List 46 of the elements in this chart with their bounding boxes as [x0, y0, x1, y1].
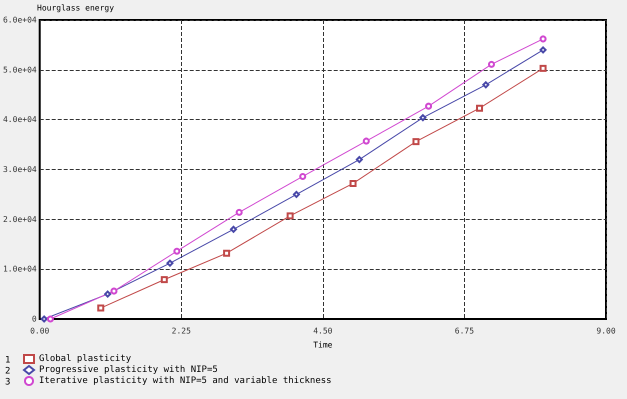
- y-tick-label: 4.0e+04: [2, 115, 37, 124]
- y-tick-label: 2.0e+04: [2, 214, 37, 224]
- y-tick-label: 3.0e+04: [2, 165, 37, 174]
- text: 3: [5, 378, 10, 388]
- x-tick-label: 4.50: [313, 326, 333, 336]
- point: [160, 276, 168, 284]
- point: [97, 304, 104, 312]
- legend-label: Iterative plasticity with NIP=5 and variable thickness: [39, 376, 332, 386]
- point: [362, 138, 370, 145]
- point: [425, 102, 432, 110]
- y-tick-label: 0: [32, 314, 37, 324]
- point: [40, 316, 48, 322]
- point: [482, 81, 490, 88]
- x-axis-title: Time: [313, 340, 333, 350]
- point: [350, 180, 357, 187]
- y-tick-label: 1.0e+04: [2, 264, 37, 274]
- x-tick-label: 0.00: [30, 326, 50, 336]
- x-tick-label: 9.00: [596, 326, 616, 336]
- y-tick-label: 6.0e+04: [2, 16, 37, 24]
- point: [286, 212, 294, 220]
- point: [236, 208, 243, 216]
- point: [166, 260, 174, 267]
- x-tick-label: 6.75: [454, 326, 474, 336]
- legend-label: Progressive plasticity with NIP=5: [39, 365, 218, 375]
- text: 2: [5, 366, 10, 376]
- legend-label: Global plasticity: [39, 354, 132, 364]
- text: 1: [5, 356, 10, 366]
- y-axis-title: Hourglass energy: [37, 4, 114, 12]
- point: [110, 288, 118, 295]
- x-tick-label: 2.25: [172, 326, 192, 336]
- point: [223, 250, 230, 257]
- point: [299, 172, 306, 180]
- point: [540, 64, 547, 72]
- point: [488, 60, 495, 68]
- point: [292, 190, 300, 198]
- point: [173, 248, 180, 255]
- point: [419, 114, 426, 122]
- point: [356, 156, 363, 164]
- point: [412, 138, 420, 146]
- y-tick-label: 5.0e+04: [2, 65, 37, 74]
- point: [46, 316, 54, 322]
- point: [104, 290, 112, 298]
- point: [540, 35, 547, 42]
- point: [476, 104, 484, 112]
- point: [230, 226, 238, 233]
- point: [540, 46, 547, 54]
